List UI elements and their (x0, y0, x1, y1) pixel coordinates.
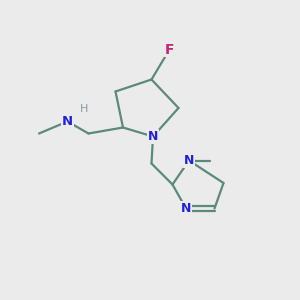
Text: N: N (62, 115, 73, 128)
Text: N: N (148, 130, 158, 143)
Text: H: H (80, 104, 88, 115)
Text: N: N (184, 154, 194, 167)
Text: N: N (181, 202, 191, 215)
Text: F: F (165, 43, 174, 56)
